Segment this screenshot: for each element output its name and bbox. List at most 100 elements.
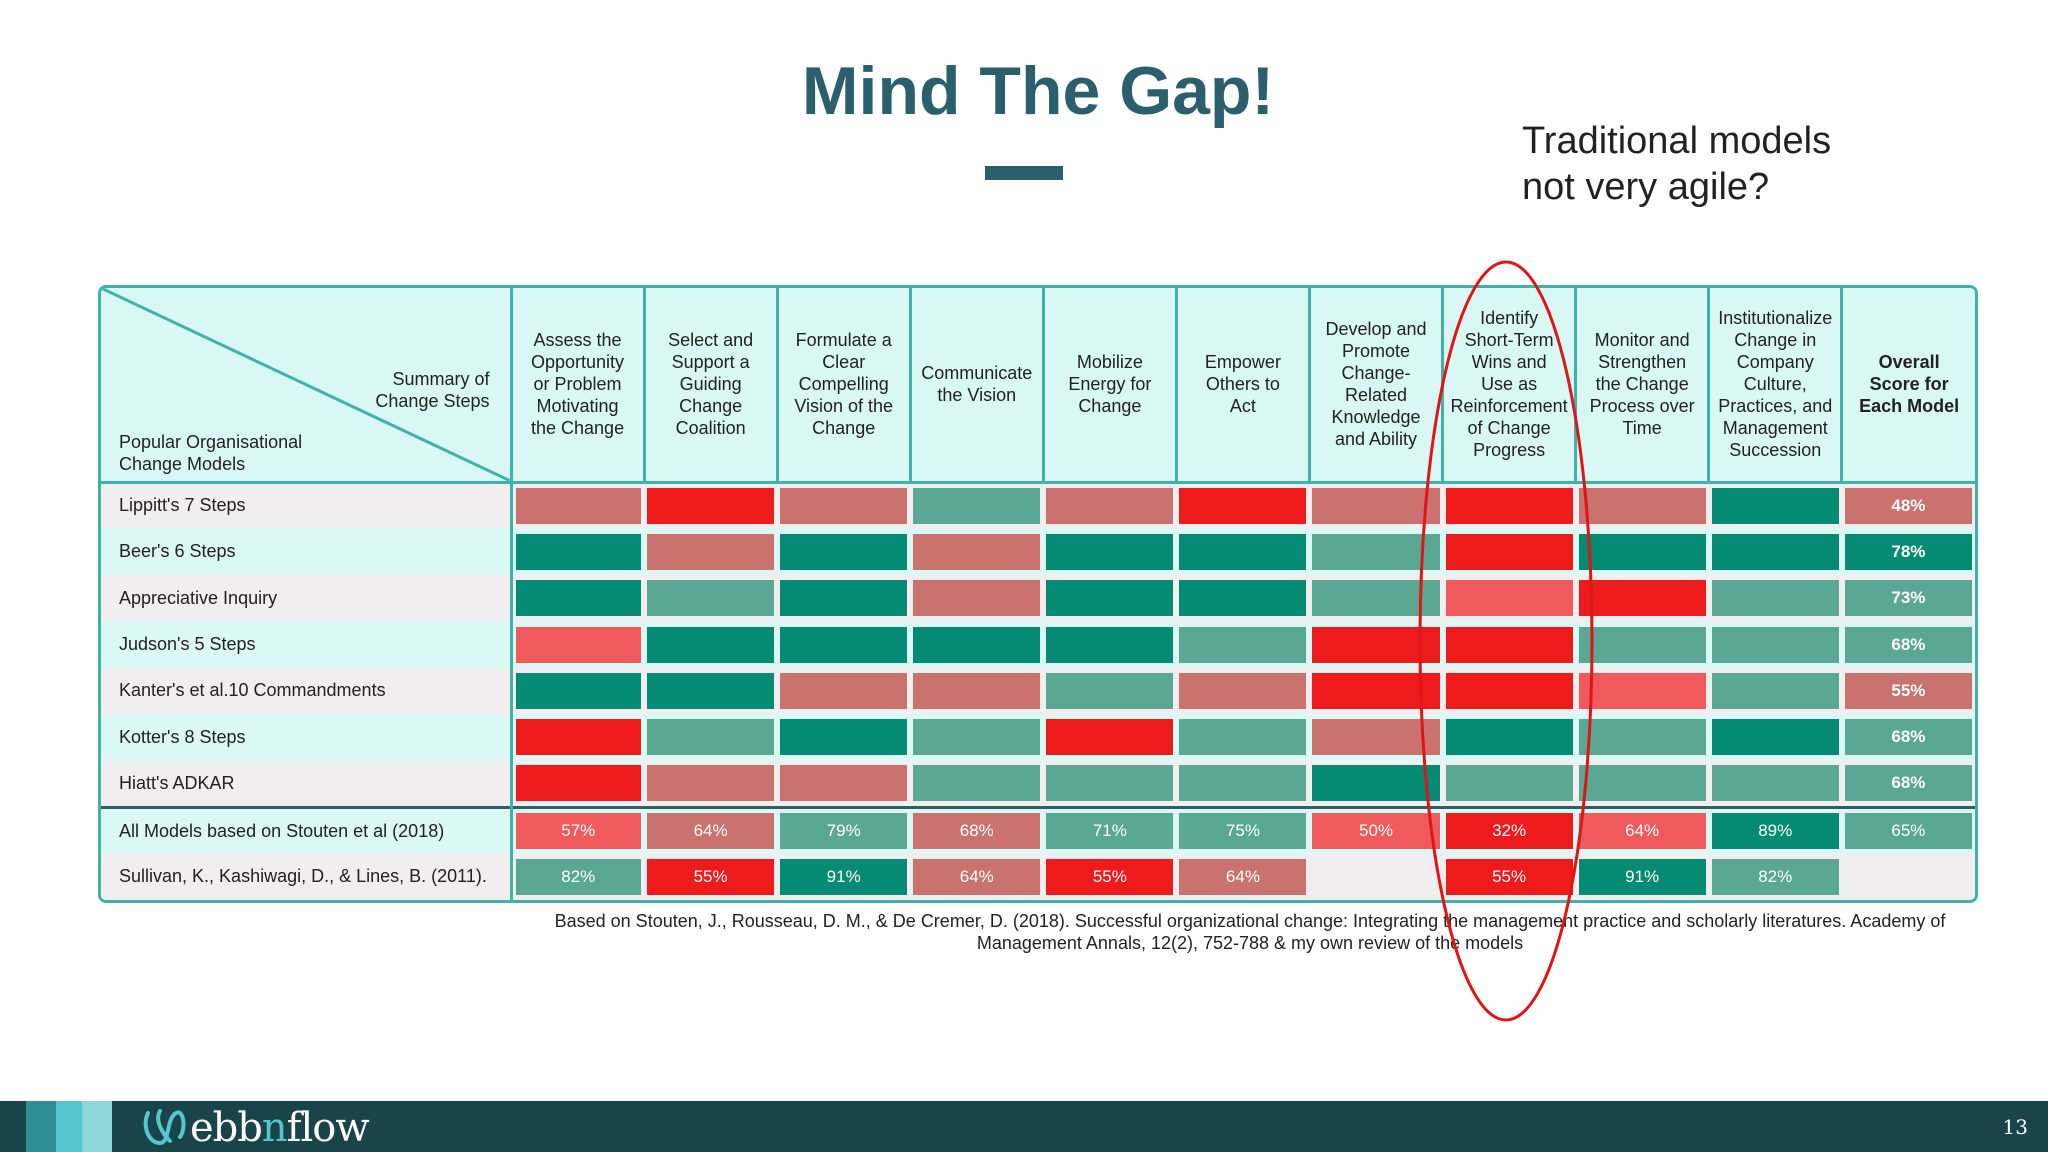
rating-swatch: 55% [647, 858, 775, 895]
rating-swatch [1445, 487, 1573, 524]
step-header-line: Energy for [1068, 374, 1152, 395]
overall-score-cell: 55% [1842, 668, 1975, 714]
rating-swatch [1312, 533, 1440, 570]
model-name: Lippitt's 7 Steps [101, 482, 513, 529]
rating-swatch [913, 580, 1041, 617]
logo-text-n: n [261, 1105, 288, 1151]
corner-steps-line-2: Change Steps [375, 391, 490, 411]
rating-cell [644, 621, 777, 667]
rating-cell [511, 761, 644, 807]
table-row: Lippitt's 7 Steps 48% [101, 482, 1975, 529]
source-citation: Based on Stouten, J., Rousseau, D. M., &… [520, 910, 1980, 954]
rating-swatch [1179, 765, 1307, 802]
step-header-line: Change in [1734, 330, 1817, 351]
rating-swatch [1711, 765, 1839, 802]
rating-cell [1443, 668, 1576, 714]
step-header-line: Progress [1473, 440, 1546, 461]
score-cell: 71% [1043, 805, 1177, 854]
summary-row: All Models based on Stouten et al (2018)… [101, 805, 1975, 854]
rating-swatch [1046, 580, 1174, 617]
table-row: Judson's 5 Steps 68% [101, 621, 1975, 668]
rating-swatch [913, 672, 1041, 709]
callout-text: Traditional models not very agile? [1522, 118, 1831, 210]
rating-swatch [780, 626, 908, 663]
step-header-line: Strengthen [1598, 352, 1687, 373]
step-header-line: Motivating [536, 396, 619, 417]
rating-swatch [1578, 765, 1706, 802]
rating-cell [1309, 528, 1442, 574]
step-header-line: the Change [531, 418, 625, 439]
rating-cell [1176, 528, 1309, 574]
rating-swatch: 68% [913, 813, 1041, 850]
overall-score-cell: 48% [1842, 482, 1975, 528]
model-name: Sullivan, K., Kashiwagi, D., & Lines, B.… [101, 853, 513, 900]
rating-cell [511, 575, 644, 621]
rating-cell [1709, 528, 1842, 574]
table-row: Kotter's 8 Steps 68% [101, 714, 1975, 761]
rating-cell [1043, 621, 1176, 667]
rating-swatch [515, 580, 642, 617]
rating-cell [777, 668, 910, 714]
footer-bar: ebbnflow 13 [0, 1101, 2048, 1152]
rating-cell [1709, 482, 1842, 528]
rating-swatch [913, 487, 1041, 524]
overall-score-cell: 68% [1842, 714, 1975, 760]
rating-swatch [647, 580, 775, 617]
step-header-line: Opportunity [531, 352, 625, 373]
step-header-2: Select and Support a Guiding Change Coalitio… [642, 288, 778, 484]
rating-cell [1576, 528, 1709, 574]
score-cell: 32% [1442, 805, 1576, 854]
rating-swatch [515, 672, 642, 709]
rating-swatch: 71% [1046, 813, 1174, 850]
table-row: Hiatt's ADKAR 68% [101, 760, 1975, 808]
rating-swatch: 73% [1844, 580, 1972, 617]
rating-cell [511, 668, 644, 714]
score-cell: 79% [777, 805, 911, 854]
rating-cell [1309, 621, 1442, 667]
step-header-line: Coalition [675, 418, 746, 439]
step-header-8: Identify Short-Term Wins and Use as Reinforc… [1441, 288, 1576, 484]
step-header-4: Communicate the Vision [908, 288, 1044, 484]
score-cell [1309, 854, 1442, 901]
rating-swatch: 79% [780, 813, 908, 850]
callout-line-1: Traditional models [1522, 120, 1832, 162]
step-header-1: Assess the Opportunity or Problem Motivatin… [509, 288, 645, 484]
rating-cell [1176, 714, 1309, 760]
corner-header: Summary of Change Steps Popular Organisa… [101, 288, 511, 484]
rating-swatch [1578, 626, 1706, 663]
step-header-line: Empower [1204, 352, 1281, 373]
change-models-table: Summary of Change Steps Popular Organisa… [98, 285, 1978, 903]
rating-swatch [1312, 672, 1440, 709]
rating-cell [1709, 714, 1842, 760]
rating-swatch: 64% [913, 858, 1041, 895]
rating-swatch [647, 626, 775, 663]
rating-cell [1443, 621, 1576, 667]
rating-swatch [1179, 580, 1307, 617]
score-cell: 64% [1575, 805, 1709, 854]
rating-swatch [1711, 533, 1839, 570]
rating-cell [1309, 668, 1442, 714]
step-header-6: Empower Others to Act [1174, 288, 1310, 484]
rating-swatch: 91% [780, 858, 908, 895]
slide-title: Mind The Gap! [801, 53, 1275, 129]
rating-swatch [780, 719, 908, 756]
rating-swatch [1445, 765, 1573, 802]
step-header-line: Wins and [1471, 352, 1547, 373]
step-header-line: Identify [1480, 308, 1539, 329]
rating-cell [777, 528, 910, 574]
rating-swatch [1445, 719, 1573, 756]
step-header-line: Process over [1589, 396, 1695, 417]
table-row: Beer's 6 Steps 78% [101, 528, 1975, 575]
rating-swatch [647, 487, 775, 524]
rating-cell [1043, 761, 1176, 807]
rating-cell [644, 482, 777, 528]
sullivan-row: Sullivan, K., Kashiwagi, D., & Lines, B.… [101, 853, 1975, 901]
overall-score-cell: 73% [1842, 575, 1975, 621]
step-header-line: Communicate [921, 363, 1033, 384]
step-header-line: Change [812, 418, 876, 439]
rating-swatch [1711, 487, 1839, 524]
rating-swatch [1312, 719, 1440, 756]
rating-cell [1576, 668, 1709, 714]
step-header-line: Vision of the [794, 396, 894, 417]
rating-swatch: 64% [1578, 813, 1706, 850]
